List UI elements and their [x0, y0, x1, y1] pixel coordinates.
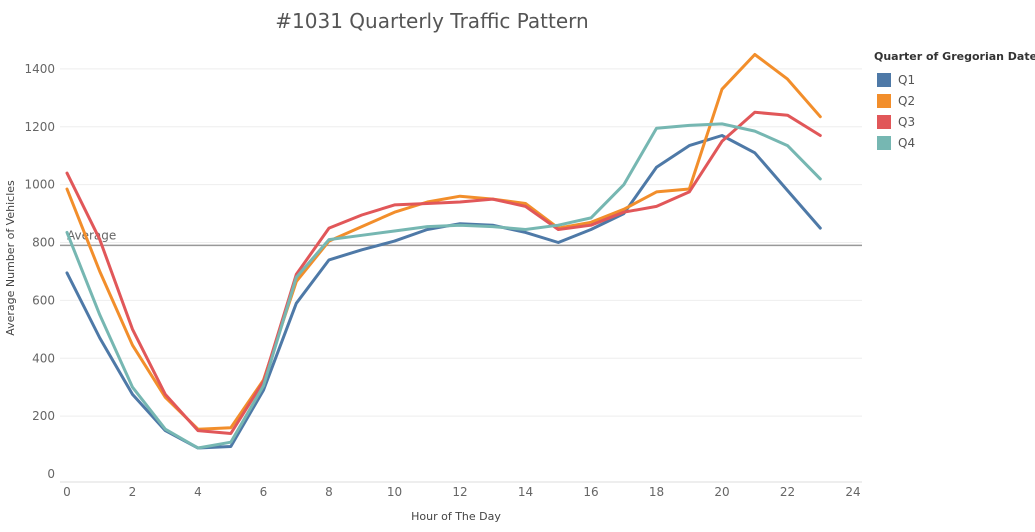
x-tick-labels: 0 2 4 6 8 10 12 14 16 18 20 22 24 — [63, 485, 860, 499]
x-axis-label: Hour of The Day — [411, 510, 501, 523]
legend-item-q1[interactable]: Q1 — [874, 69, 1034, 90]
legend-swatch — [877, 72, 891, 87]
x-tick-label: 14 — [518, 485, 533, 499]
series-lines — [65, 53, 822, 450]
y-tick-label: 800 — [32, 236, 55, 250]
y-tick-label: 1400 — [24, 62, 55, 76]
gridlines — [60, 68, 862, 483]
x-tick-label: 22 — [780, 485, 795, 499]
x-tick-label: 4 — [194, 485, 202, 499]
average-reference-line: Average — [60, 228, 862, 247]
legend-item-q4[interactable]: Q4 — [874, 132, 1034, 153]
legend-swatch — [877, 93, 891, 108]
legend: Quarter of Gregorian Date Q1 Q2 Q3 Q4 — [874, 50, 1035, 153]
y-tick-label: 1000 — [24, 178, 55, 192]
y-axis-label: Average Number of Vehicles — [4, 180, 17, 336]
x-tick-label: 16 — [583, 485, 598, 499]
legend-swatch — [877, 114, 891, 129]
chart-title: #1031 Quarterly Traffic Pattern — [275, 9, 588, 33]
legend-items: Q1 Q2 Q3 Q4 — [874, 69, 1034, 153]
legend-item-q2[interactable]: Q2 — [874, 90, 1034, 111]
legend-swatch — [877, 135, 891, 150]
x-tick-label: 24 — [845, 485, 860, 499]
legend-label: Q4 — [898, 135, 916, 150]
legend-item-q3[interactable]: Q3 — [874, 111, 1034, 132]
x-tick-label: 2 — [129, 485, 137, 499]
x-tick-label: 6 — [260, 485, 268, 499]
x-tick-label: 0 — [63, 485, 71, 499]
legend-label: Q1 — [898, 72, 916, 87]
series-line-q1 — [65, 134, 822, 450]
legend-title: Quarter of Gregorian Date — [874, 50, 1035, 63]
series-line-q4 — [65, 122, 822, 450]
x-tick-label: 8 — [325, 485, 333, 499]
y-tick-labels: 0 200 400 600 800 1000 1200 1400 — [24, 62, 55, 481]
x-tick-label: 12 — [452, 485, 467, 499]
y-tick-label: 200 — [32, 409, 55, 423]
average-label: Average — [67, 228, 116, 242]
series-line-q2 — [65, 53, 822, 431]
series-line-q3 — [65, 110, 822, 435]
legend-label: Q3 — [898, 114, 916, 129]
x-tick-label: 20 — [714, 485, 729, 499]
y-tick-label: 1200 — [24, 120, 55, 134]
legend-label: Q2 — [898, 93, 916, 108]
x-tick-label: 10 — [387, 485, 402, 499]
y-tick-label: 600 — [32, 293, 55, 307]
y-tick-label: 400 — [32, 351, 55, 365]
x-tick-label: 18 — [649, 485, 664, 499]
y-tick-label: 0 — [47, 467, 55, 481]
